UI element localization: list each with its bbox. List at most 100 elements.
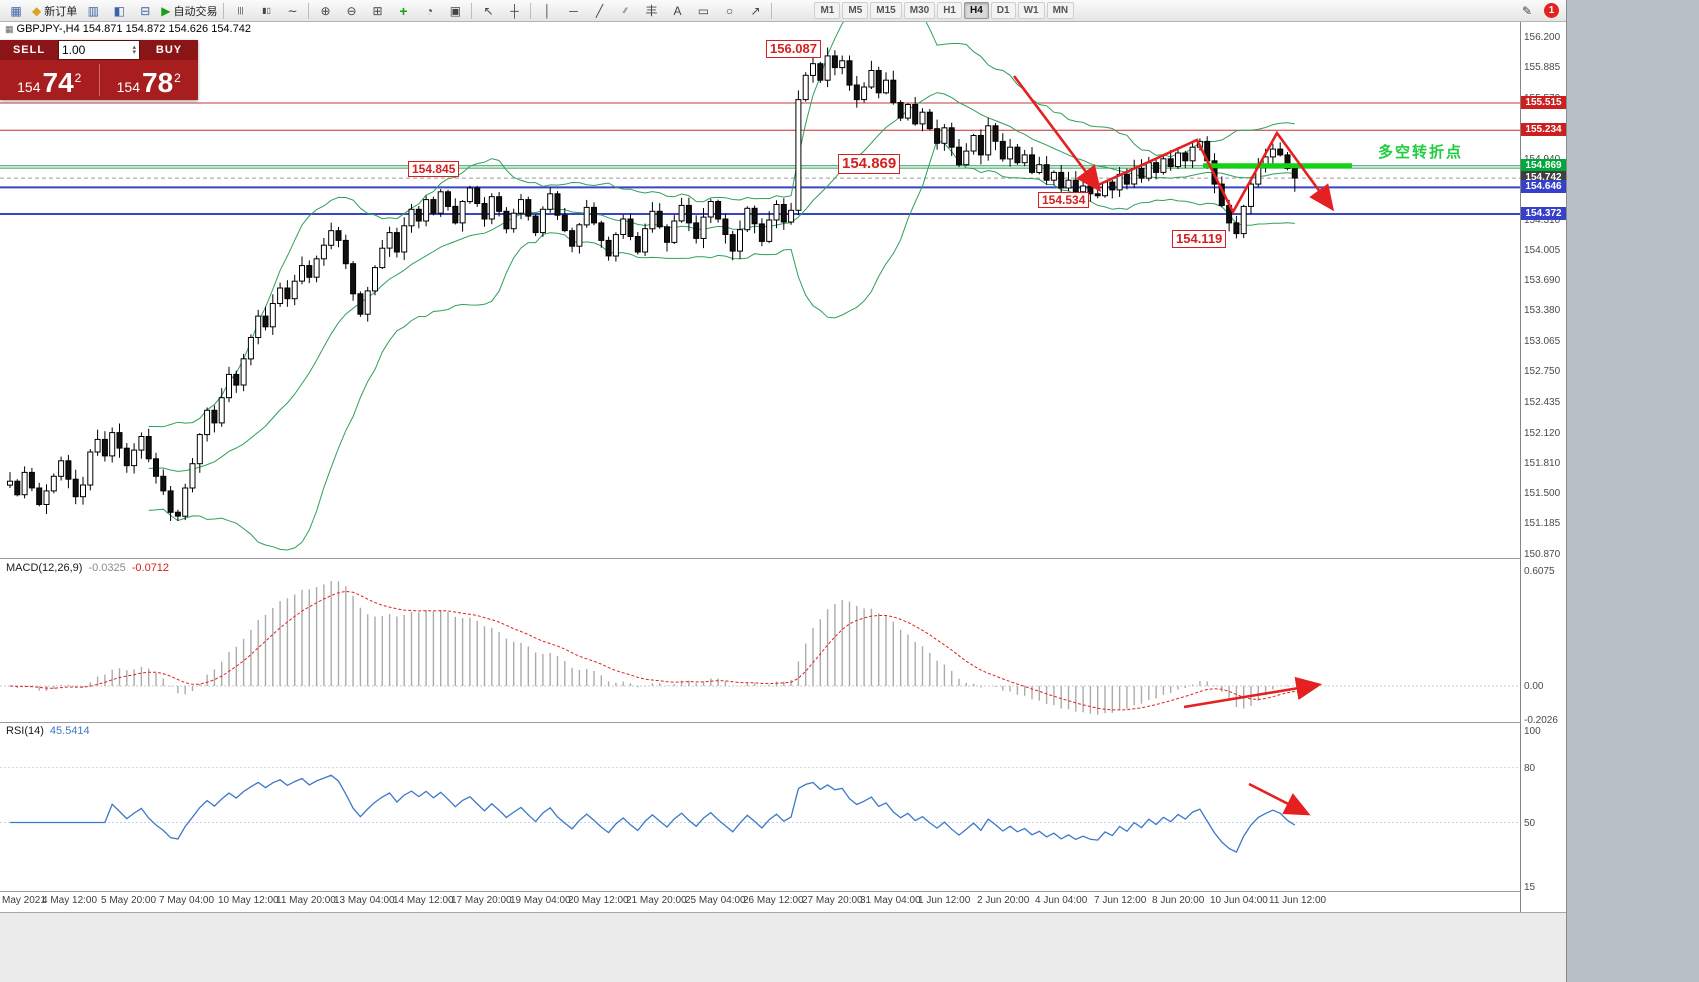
price-tick: 151.500	[1524, 488, 1561, 499]
vertical-line-icon[interactable]: │	[543, 3, 552, 18]
periods-icon[interactable]: ◔	[425, 3, 434, 18]
date-label: 17 May 20:00	[451, 895, 512, 906]
volume-input[interactable]: 1.00 ▴ ▾	[58, 40, 140, 60]
chart-icon-small: ▦	[5, 23, 14, 34]
timeframe-h4[interactable]: H4	[963, 2, 989, 19]
timeframe-m30[interactable]: M30	[903, 2, 936, 19]
price-tick: 152.750	[1524, 366, 1561, 377]
arrow-tool-icon[interactable]: ↗	[750, 3, 761, 18]
date-label: 25 May 04:00	[685, 895, 746, 906]
toolbar-separator	[471, 2, 473, 19]
buy-button[interactable]: BUY	[155, 44, 183, 56]
price-tick: 151.185	[1524, 518, 1561, 529]
toolbar-icons: ▦ ◆ 新订单 ▥ ◧ ⊟ ▶ 自动交易 ||| ▮▯ ∼ ⊕ ⊖ ⊞ + ◔ ▣ ↖ ┼ │ ─ ╱ ∕∕ 丰 A ▭ ○ ↗	[3, 1, 775, 21]
date-label: 14 May 12:00	[393, 895, 454, 906]
volume-up-icon[interactable]: ▴	[132, 44, 136, 51]
horizontal-line-icon[interactable]: ─	[569, 3, 578, 18]
mt4-window: ▦ ◆ 新订单 ▥ ◧ ⊟ ▶ 自动交易 ||| ▮▯ ∼ ⊕ ⊖ ⊞ + ◔ ▣ ↖ ┼ │ ─ ╱ ∕∕ 丰 A ▭ ○ ↗ M1…	[0, 0, 1567, 982]
volume-spinner[interactable]: ▴ ▾	[132, 44, 136, 56]
price-tag: 154.372	[1521, 207, 1566, 220]
chart-window-icon[interactable]: ▦	[10, 3, 22, 18]
price-callout: 154.869	[838, 154, 901, 174]
sell-button[interactable]: SELL	[12, 44, 46, 56]
line-chart-icon[interactable]: ∼	[287, 3, 298, 18]
date-label: 20 May 12:00	[568, 895, 629, 906]
new-order-button[interactable]: ◆ 新订单	[32, 3, 78, 18]
templates-icon[interactable]: ▣	[449, 3, 462, 18]
price-callout: 154.534	[1038, 192, 1090, 209]
macd-label: MACD(12,26,9) -0.0325 -0.0712	[4, 562, 172, 574]
one-click-trading-widget: SELL 1.00 ▴ ▾ BUY 154 74 2 154 78 2	[0, 40, 198, 100]
candle-chart-icon[interactable]: ▮▯	[262, 5, 271, 15]
notification-badge[interactable]: 1	[1544, 3, 1559, 18]
rsi-name: RSI(14)	[6, 725, 44, 737]
price-tick: 154.005	[1524, 245, 1561, 256]
price-callout: 154.845	[408, 161, 460, 178]
volume-value: 1.00	[62, 43, 86, 57]
timeframe-toolbar: M1 M5 M15 M30 H1 H4 D1 W1 MN	[813, 2, 1075, 19]
price-tag: 154.646	[1521, 180, 1566, 193]
timeframe-m15[interactable]: M15	[870, 2, 902, 19]
fibonacci-icon[interactable]: 丰	[645, 3, 658, 18]
symbol-info: ▦ GBPJPY-,H4 154.871 154.872 154.626 154…	[3, 23, 253, 35]
price-callout: 154.119	[1172, 230, 1227, 248]
price-tag: 154.869	[1521, 159, 1566, 172]
price-chart-canvas[interactable]	[0, 22, 1520, 912]
macd-scale-tick: -0.2026	[1524, 715, 1558, 726]
date-label: 2 Jun 20:00	[977, 895, 1030, 906]
zoom-out-icon[interactable]: ⊖	[346, 3, 357, 18]
date-label: 5 May 20:00	[101, 895, 157, 906]
edit-pencil-icon[interactable]: ✎	[1521, 3, 1533, 18]
date-label: 21 May 20:00	[626, 895, 687, 906]
sell-price[interactable]: 154 74 2	[0, 60, 99, 100]
date-label: 4 Jun 04:00	[1035, 895, 1088, 906]
price-tick: 152.435	[1524, 397, 1561, 408]
timeframe-m5[interactable]: M5	[842, 2, 869, 19]
auto-trading-button[interactable]: ▶ 自动交易	[161, 3, 218, 18]
macd-name: MACD(12,26,9)	[6, 562, 83, 574]
date-label: 7 Jun 12:00	[1094, 895, 1147, 906]
data-window-icon[interactable]: ◧	[113, 3, 125, 18]
rsi-scale-tick: 50	[1524, 818, 1536, 829]
price-tag: 155.234	[1521, 123, 1566, 136]
date-label: May 2021	[2, 895, 46, 906]
date-label: 26 May 12:00	[743, 895, 804, 906]
timeframe-h1[interactable]: H1	[937, 2, 962, 19]
bar-chart-icon[interactable]: |||	[237, 5, 244, 15]
date-label: 13 May 04:00	[334, 895, 395, 906]
tile-windows-icon[interactable]: ⊞	[372, 3, 383, 18]
timeframe-m1[interactable]: M1	[814, 2, 841, 19]
sell-price-point: 2	[74, 71, 82, 85]
channel-icon[interactable]: ∕∕	[624, 5, 627, 15]
indicators-icon[interactable]: +	[399, 2, 408, 19]
rsi-value: 45.5414	[49, 725, 90, 737]
shapes-icon[interactable]: ○	[725, 3, 734, 18]
timeframe-w1[interactable]: W1	[1017, 2, 1045, 19]
volume-down-icon[interactable]: ▾	[132, 49, 136, 56]
text-icon[interactable]: A	[673, 3, 682, 18]
price-axis: 156.200155.885155.570155.255154.940154.6…	[1520, 22, 1566, 912]
macd-scale-tick: 0.00	[1524, 681, 1544, 692]
date-label: 11 May 20:00	[276, 895, 336, 906]
sell-price-pips: 74	[42, 67, 74, 98]
price-tick: 154.310	[1524, 215, 1561, 226]
annotation-text: 多空转折点	[1378, 144, 1464, 161]
price-tag: 155.515	[1521, 96, 1566, 109]
timeframe-mn[interactable]: MN	[1046, 2, 1075, 19]
zoom-in-icon[interactable]: ⊕	[320, 3, 331, 18]
buy-price[interactable]: 154 78 2	[100, 60, 199, 100]
trade-widget-header: SELL 1.00 ▴ ▾ BUY	[0, 40, 198, 60]
price-tick: 153.065	[1524, 336, 1561, 347]
label-icon[interactable]: ▭	[697, 3, 710, 18]
timeframe-d1[interactable]: D1	[990, 2, 1016, 19]
trendline-icon[interactable]: ╱	[595, 3, 604, 18]
crosshair-icon[interactable]: ┼	[510, 3, 519, 18]
cursor-icon[interactable]: ↖	[483, 3, 494, 18]
rsi-scale-tick: 100	[1524, 726, 1541, 737]
market-watch-icon[interactable]: ▥	[87, 3, 99, 18]
symbol-info-text: GBPJPY-,H4 154.871 154.872 154.626 154.7…	[16, 23, 251, 35]
chart-area[interactable]: 156.200155.885155.570155.255154.940154.6…	[0, 22, 1566, 912]
date-label: 4 May 12:00	[42, 895, 98, 906]
date-label: 8 Jun 20:00	[1152, 895, 1205, 906]
terminal-icon[interactable]: ⊟	[140, 3, 151, 18]
